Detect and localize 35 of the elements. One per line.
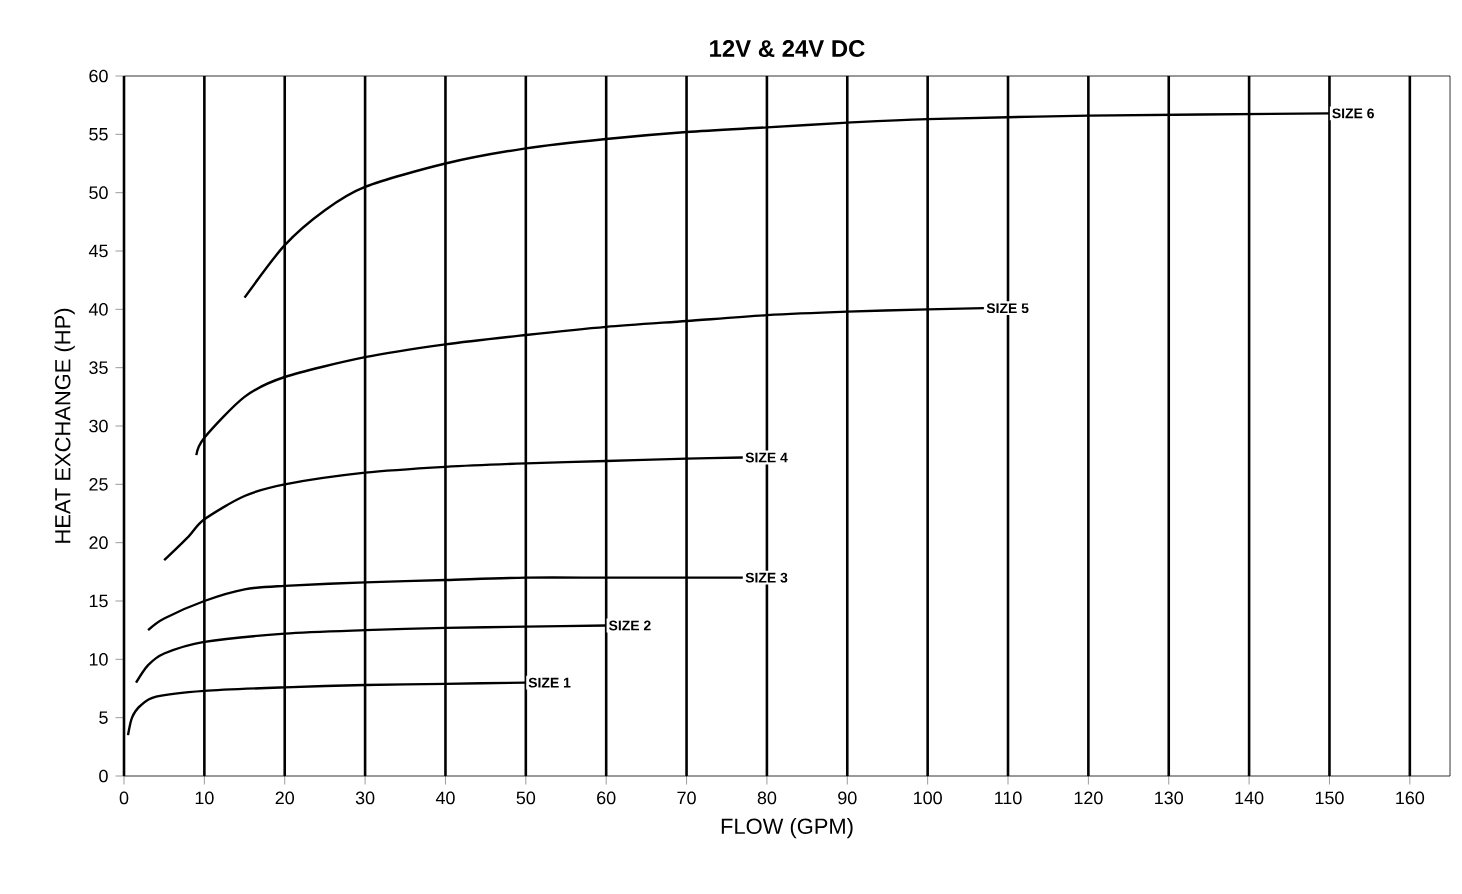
x-axis-title: FLOW (GPM) <box>721 817 853 839</box>
y-tick-label: 5 <box>99 711 108 724</box>
y-axis-title: HEAT EXCHANGE (HP) <box>54 308 75 543</box>
x-tick-label: 70 <box>677 791 696 805</box>
line-series <box>146 576 744 632</box>
y-tick-label: 60 <box>89 69 108 83</box>
y-tick-label: 30 <box>89 419 108 433</box>
x-tick-label: 140 <box>1235 791 1264 805</box>
x-tick-label: 20 <box>275 791 295 805</box>
x-tick-label: 80 <box>757 791 777 805</box>
y-tick-label: 50 <box>89 186 108 200</box>
y-tick-label: 55 <box>89 128 108 141</box>
x-tick-label: 160 <box>1396 791 1425 805</box>
y-tick-label: 25 <box>89 477 108 491</box>
x-tick-label: 110 <box>995 791 1022 805</box>
y-tick-label: 0 <box>99 769 108 783</box>
y-tick-label: 35 <box>89 361 108 375</box>
x-tick-label: 90 <box>838 791 857 805</box>
x-tick-label: 40 <box>435 791 455 805</box>
y-tick-label: 40 <box>88 302 108 316</box>
x-tick-label: 60 <box>597 791 616 805</box>
y-tick-label: 45 <box>88 244 108 258</box>
y-tick-label: 20 <box>89 536 108 550</box>
x-tick-label: 130 <box>1155 791 1183 805</box>
x-tick-label: 50 <box>516 791 536 805</box>
line-series <box>162 456 744 562</box>
x-tick-label: 10 <box>195 791 214 805</box>
x-tick-label: 30 <box>355 791 375 805</box>
x-tick-label: 150 <box>1315 791 1344 805</box>
y-tick-label: 15 <box>89 594 108 608</box>
x-tick-label: 120 <box>1074 791 1103 805</box>
y-tick-label: 10 <box>89 652 108 666</box>
x-tick-label: 100 <box>914 791 942 805</box>
chart-title: 12V & 24V DC <box>710 40 865 57</box>
x-tick-label: 0 <box>119 791 129 805</box>
